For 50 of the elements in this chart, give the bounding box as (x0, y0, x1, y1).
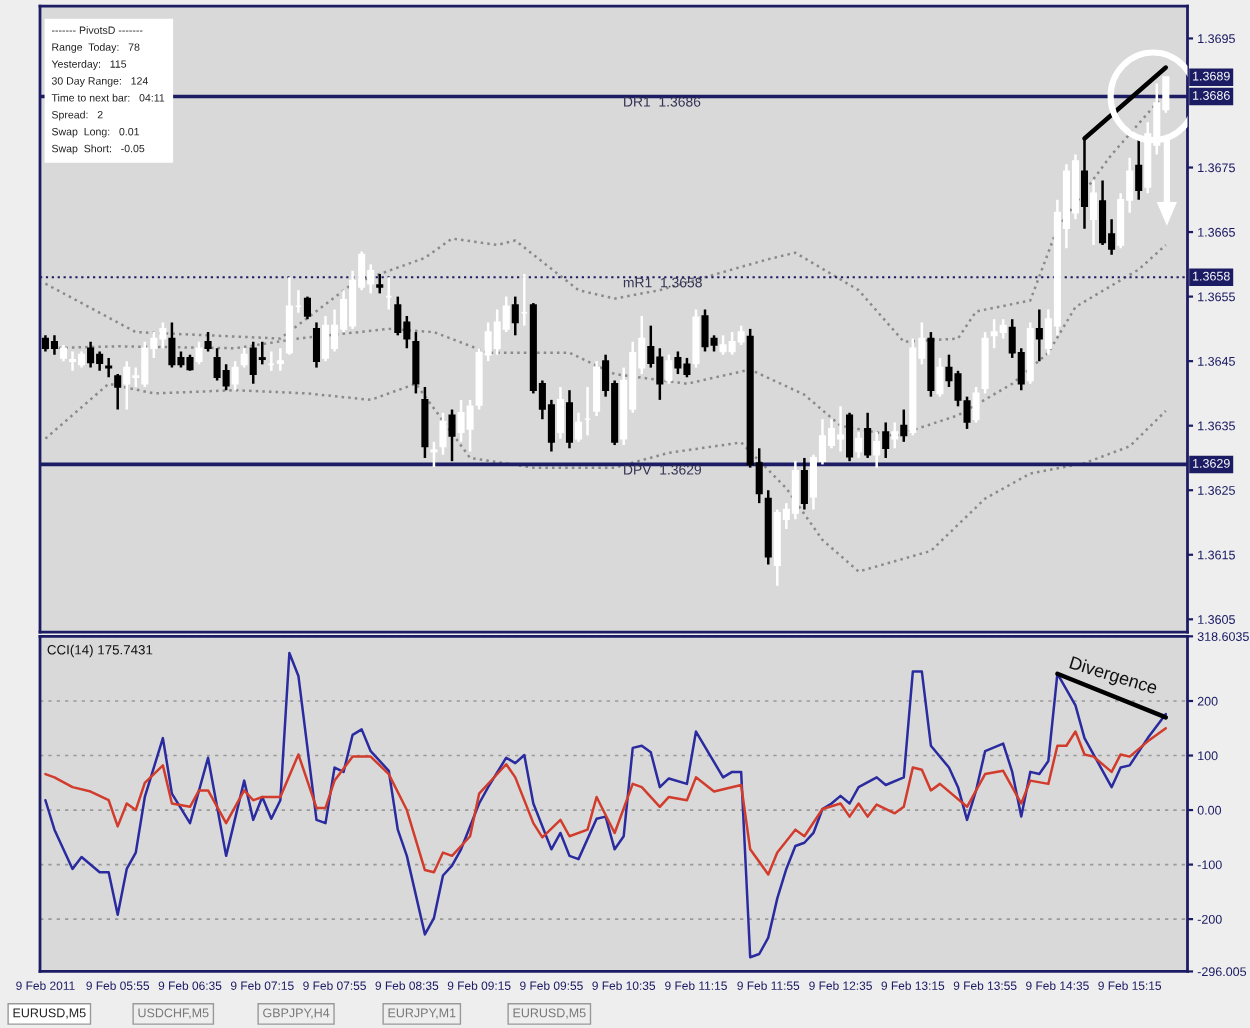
candlestick (240, 346, 248, 369)
candlestick (891, 421, 899, 450)
candlestick (674, 350, 682, 376)
candlestick (846, 411, 854, 463)
candlestick (430, 440, 438, 469)
candlestick (285, 275, 293, 356)
candlestick (448, 408, 456, 463)
candlestick (195, 340, 203, 366)
candlestick (123, 359, 131, 411)
candlestick (565, 388, 574, 450)
candlestick (321, 314, 330, 363)
candlestick (68, 350, 77, 373)
candlestick (376, 272, 384, 295)
candlestick (1035, 308, 1043, 363)
candlestick (999, 317, 1007, 340)
candlestick (1089, 179, 1098, 247)
candlestick (1099, 179, 1107, 247)
candlestick (692, 308, 700, 369)
candlestick (276, 346, 284, 373)
candlestick (231, 359, 239, 392)
candlestick (50, 334, 59, 356)
candlestick (972, 385, 980, 424)
candlestick (864, 411, 872, 460)
candlestick (873, 430, 881, 469)
candlestick (900, 408, 908, 444)
candlestick (204, 330, 212, 353)
candlestick (511, 295, 519, 337)
candlestick (1135, 134, 1143, 202)
candlestick (439, 411, 447, 456)
candlestick (168, 321, 176, 369)
candlestick (800, 456, 808, 511)
candlestick (312, 321, 321, 369)
candlestick (593, 359, 601, 418)
candlestick (737, 324, 745, 347)
candlestick (105, 356, 113, 379)
candlestick (421, 385, 429, 460)
candlestick (303, 295, 311, 321)
candlestick (855, 430, 863, 460)
candlestick (556, 385, 564, 440)
candlestick (882, 421, 890, 460)
line-series (44, 727, 1168, 876)
candlestick (222, 363, 230, 392)
candlestick (412, 330, 420, 395)
candlestick (394, 295, 402, 337)
candlestick (791, 459, 799, 521)
candlestick (114, 372, 122, 411)
candlestick (574, 411, 583, 444)
candlestick (665, 353, 673, 385)
candlestick (87, 340, 95, 369)
candlestick (936, 356, 944, 398)
